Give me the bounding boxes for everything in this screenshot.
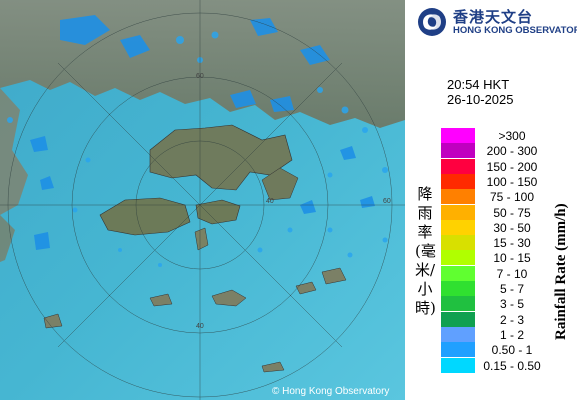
legend-item: 50 - 75 (441, 204, 571, 220)
island (295, 281, 317, 295)
legend-title-english: Rainfall Rate (mm/h) (553, 203, 569, 340)
legend-item: 100 - 150 (441, 173, 571, 189)
observation-date: 26-10-2025 (447, 92, 514, 107)
legend-item: 150 - 200 (441, 158, 571, 174)
observation-time: 20:54 HKT (447, 77, 510, 92)
hk-island (195, 199, 241, 225)
island (261, 361, 285, 373)
western-coast (0, 215, 15, 262)
legend-item: 200 - 300 (441, 143, 571, 159)
radar-echoes (30, 15, 375, 250)
org-name-english: HONG KONG OBSERVATORY (453, 25, 577, 36)
legend-item: 1 - 2 (441, 326, 571, 342)
island (211, 289, 247, 307)
island (149, 293, 173, 307)
legend-swatch (441, 189, 475, 205)
legend-label: 0.50 - 1 (491, 343, 533, 358)
legend-item: 15 - 30 (441, 235, 571, 251)
legend-label: 75 - 100 (489, 190, 535, 205)
legend-label: 10 - 15 (493, 251, 531, 266)
legend-swatch (441, 326, 475, 342)
legend-label: 7 - 10 (496, 266, 528, 281)
legend-swatch (441, 311, 475, 327)
legend-swatch (441, 281, 475, 296)
island (43, 313, 63, 329)
range-rings (0, 0, 405, 400)
legend-swatch (441, 158, 475, 174)
legend-item: 75 - 100 (441, 189, 571, 205)
legend-item: 10 - 15 (441, 250, 571, 266)
legend-label: 0.15 - 0.50 (483, 358, 541, 373)
legend-swatch (441, 173, 475, 189)
legend-swatch (441, 204, 475, 220)
legend-item: >300 (441, 128, 571, 143)
legend-swatch (441, 128, 475, 143)
legend-label: >300 (498, 129, 526, 143)
legend-item: 0.15 - 0.50 (441, 357, 571, 373)
radar-map: 40 60 40 60 (0, 0, 405, 400)
legend-item: 2 - 3 (441, 311, 571, 327)
legend-swatch (441, 265, 475, 281)
legend-label: 200 - 300 (486, 144, 538, 159)
legend-label: 150 - 200 (486, 159, 538, 174)
legend-item: 7 - 10 (441, 265, 571, 281)
legend-swatch (441, 357, 475, 373)
radar-echo-speckles (7, 31, 388, 267)
legend-swatch (441, 342, 475, 358)
legend-item: 30 - 50 (441, 219, 571, 235)
legend-label: 3 - 5 (499, 297, 524, 312)
legend-item: 0.50 - 1 (441, 342, 571, 358)
hko-swirl-logo-icon (418, 8, 446, 36)
legend-swatch (441, 143, 475, 159)
legend-panel: 香港天文台 HONG KONG OBSERVATORY 20:54 HKT 26… (405, 0, 577, 400)
legend-item: 5 - 7 (441, 281, 571, 296)
ring-label: 60 (196, 73, 204, 80)
legend-swatch (441, 219, 475, 235)
legend-title-chinese: 降雨率(毫米/小時) (415, 185, 436, 317)
legend-item: 3 - 5 (441, 296, 571, 312)
org-name-chinese: 香港天文台 (453, 8, 534, 26)
legend-swatch (441, 296, 475, 312)
copyright-notice: © Hong Kong Observatory (272, 386, 390, 397)
ring-labels: 40 60 40 60 (196, 73, 391, 330)
lamma-island (194, 227, 209, 251)
legend-label: 5 - 7 (499, 282, 524, 296)
ring-label: 40 (266, 198, 274, 205)
legend-swatch (441, 250, 475, 266)
legend-label: 15 - 30 (493, 236, 531, 251)
legend-label: 100 - 150 (486, 174, 538, 189)
ring-label: 40 (196, 323, 204, 330)
legend-label: 2 - 3 (499, 312, 524, 327)
legend-label: 50 - 75 (493, 205, 531, 220)
pearl-river-estuary-west-shore (0, 88, 28, 215)
legend-label: 30 - 50 (493, 220, 531, 235)
ring-label: 60 (383, 198, 391, 205)
legend-label: 1 - 2 (499, 327, 524, 342)
legend-swatch (441, 235, 475, 251)
lantau-island (99, 197, 191, 236)
sai-kung-peninsula (261, 167, 299, 201)
island (321, 267, 347, 285)
